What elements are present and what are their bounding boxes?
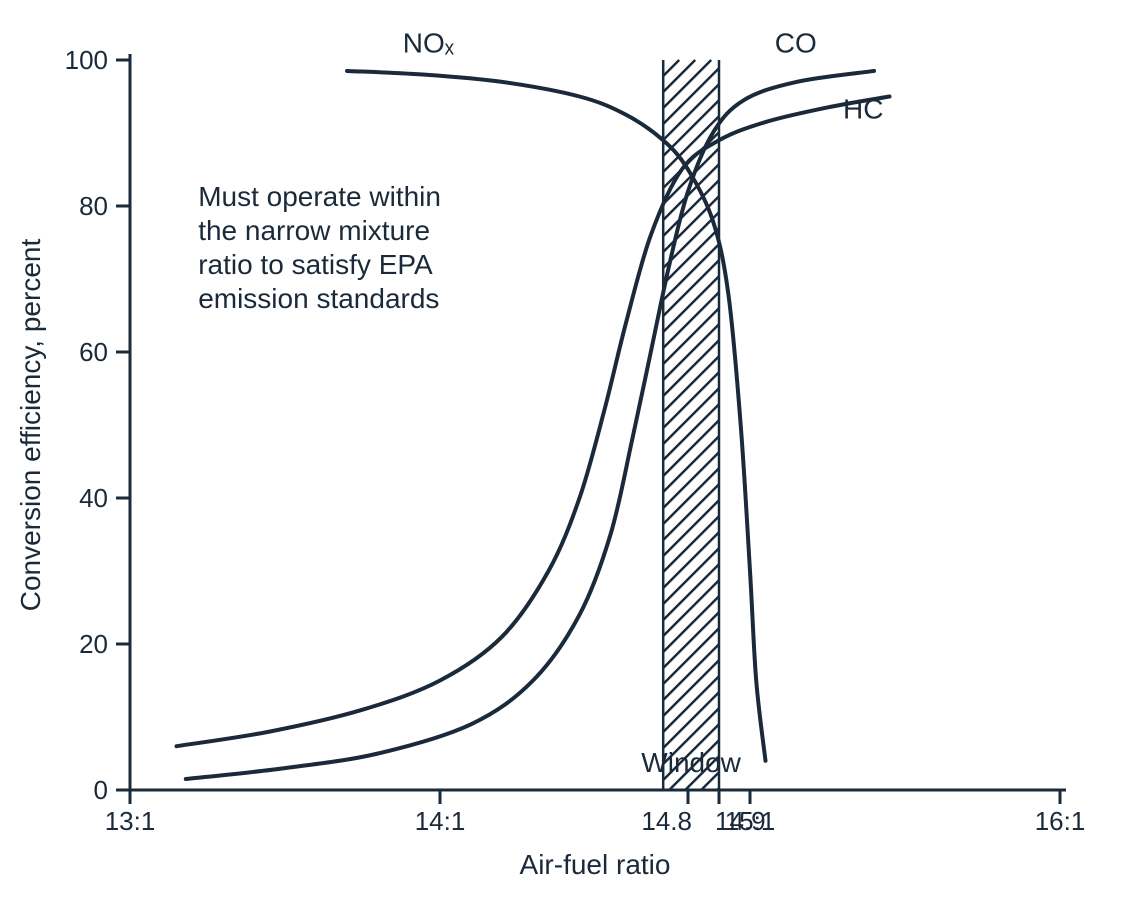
window-hatch [663, 596, 719, 652]
note-line: emission standards [198, 283, 439, 314]
curve-nox [347, 71, 766, 761]
note-line: ratio to satisfy EPA [198, 249, 433, 280]
window-hatch [663, 276, 719, 332]
y-tick-label: 40 [79, 483, 108, 513]
window-hatch [663, 404, 719, 460]
window-hatch [663, 564, 719, 620]
x-tick-label: 13:1 [105, 806, 156, 836]
y-axis-label: Conversion efficiency, percent [15, 239, 46, 612]
window-hatch [663, 308, 719, 364]
x-tick-label: 16:1 [1035, 806, 1086, 836]
y-tick-label: 100 [65, 45, 108, 75]
window-label: Window [641, 747, 741, 778]
window-hatch [663, 548, 719, 604]
window-hatch [663, 356, 719, 412]
window-hatch [663, 84, 719, 140]
window-hatch [663, 532, 719, 588]
window-hatch [663, 660, 719, 716]
window-hatch [663, 516, 719, 572]
window-hatch [663, 196, 719, 252]
axes [130, 54, 1066, 790]
window-hatch [663, 612, 719, 668]
window-hatch [663, 292, 719, 348]
window-hatch [663, 68, 719, 124]
window-hatch [663, 388, 719, 444]
y-tick-label: 80 [79, 191, 108, 221]
window-hatch [663, 452, 719, 508]
window-hatch [663, 484, 719, 540]
chart-svg: 02040608010013:114:114.814.915:116:1Air-… [0, 0, 1144, 917]
label-co: CO [775, 28, 817, 59]
x-tick-label: 14.8 [641, 806, 692, 836]
y-tick-label: 0 [94, 775, 108, 805]
window-hatch [663, 436, 719, 492]
x-tick-label: 15:1 [725, 806, 776, 836]
curve-co [186, 71, 874, 779]
window-hatch [663, 628, 719, 684]
window-hatch [663, 676, 719, 732]
y-tick-label: 20 [79, 629, 108, 659]
label-hc: HC [843, 93, 883, 124]
window-hatch [663, 468, 719, 524]
x-tick-label: 14:1 [415, 806, 466, 836]
window-hatch [663, 60, 679, 76]
window-hatch [663, 324, 719, 380]
y-tick-label: 60 [79, 337, 108, 367]
window-hatch [663, 372, 719, 428]
conversion-efficiency-chart: 02040608010013:114:114.814.915:116:1Air-… [0, 0, 1144, 917]
window-hatch [663, 340, 719, 396]
note-line: Must operate within [198, 181, 441, 212]
window-hatch [663, 692, 719, 748]
x-axis-label: Air-fuel ratio [520, 849, 671, 880]
label-nox: NOₓ [403, 28, 455, 59]
window-hatch [663, 500, 719, 556]
window-hatch [663, 580, 719, 636]
window-hatch [663, 60, 695, 92]
window-hatch [663, 644, 719, 700]
window-hatch [663, 420, 719, 476]
window-hatch [663, 260, 719, 316]
note-line: the narrow mixture [198, 215, 430, 246]
